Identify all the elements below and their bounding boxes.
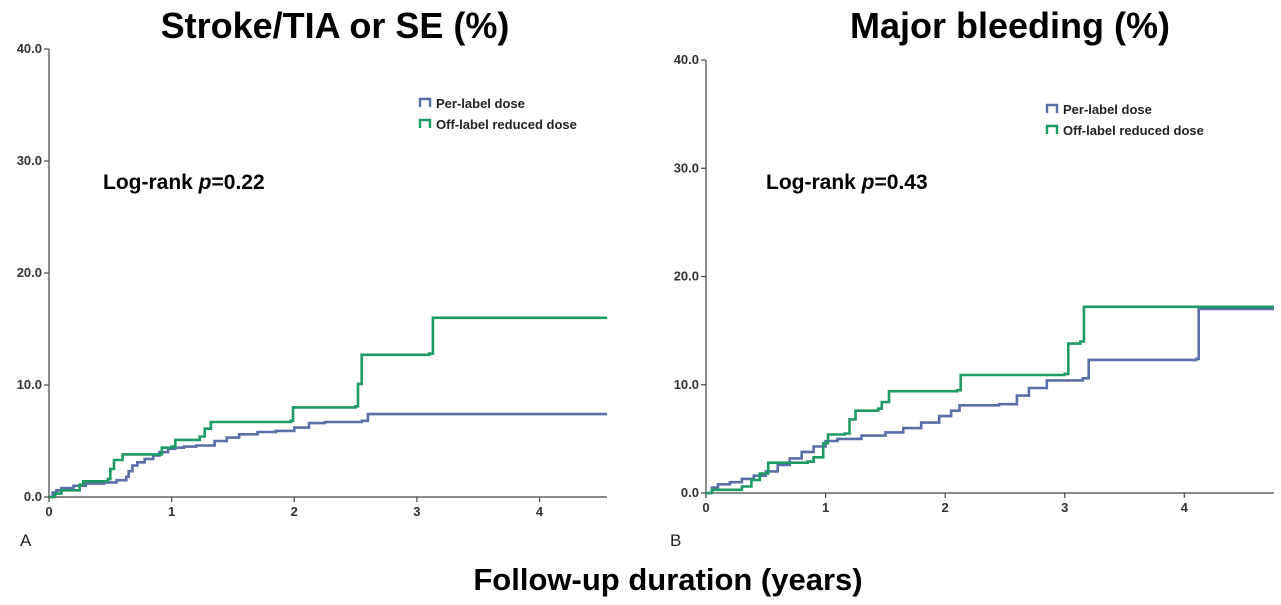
log-rank-annotation: Log-rank p=0.43 — [766, 171, 928, 194]
y-tick-label: 20.0 — [674, 269, 699, 284]
legend-swatch — [1047, 105, 1057, 113]
y-tick-label: 30.0 — [17, 153, 42, 168]
x-tick-label: 4 — [1181, 500, 1189, 515]
x-tick-label: 3 — [413, 504, 420, 519]
y-tick-label: 40.0 — [17, 41, 42, 56]
legend-swatch — [420, 120, 430, 128]
legend-label: Off-label reduced dose — [1063, 123, 1204, 138]
panel-label: B — [670, 531, 681, 550]
series-line-off-label-reduced-dose — [706, 307, 1274, 493]
x-tick-label: 3 — [1061, 500, 1068, 515]
legend-label: Per-label dose — [1063, 102, 1152, 117]
legend-swatch — [420, 99, 430, 107]
x-tick-label: 4 — [536, 504, 544, 519]
x-tick-label: 1 — [168, 504, 175, 519]
chart-title: Major bleeding (%) — [850, 5, 1170, 46]
x-tick-label: 0 — [702, 500, 709, 515]
chart-title: Stroke/TIA or SE (%) — [161, 5, 510, 46]
y-tick-label: 30.0 — [674, 160, 699, 175]
x-tick-label: 2 — [291, 504, 298, 519]
legend-label: Per-label dose — [436, 96, 525, 111]
series-line-per-label-dose — [706, 309, 1274, 493]
y-tick-label: 40.0 — [674, 52, 699, 67]
y-tick-label: 0.0 — [681, 485, 699, 500]
log-rank-annotation: Log-rank p=0.22 — [103, 171, 265, 194]
x-axis-title: Follow-up duration (years) — [473, 562, 862, 597]
legend-label: Off-label reduced dose — [436, 117, 577, 132]
y-tick-label: 0.0 — [24, 489, 42, 504]
x-tick-label: 1 — [822, 500, 829, 515]
x-tick-label: 0 — [45, 504, 52, 519]
x-tick-label: 2 — [942, 500, 949, 515]
y-tick-label: 10.0 — [674, 377, 699, 392]
y-tick-label: 20.0 — [17, 265, 42, 280]
y-tick-label: 10.0 — [17, 377, 42, 392]
chart-panel-a: Stroke/TIA or SE (%) 0.0 10.0 20.0 30.0 40.0 0… — [17, 5, 607, 550]
legend-swatch — [1047, 126, 1057, 134]
chart-panel-b: Major bleeding (%) 0.0 10.0 20.0 30.0 40.0 0 1 2… — [670, 5, 1274, 550]
panel-label: A — [20, 531, 32, 550]
